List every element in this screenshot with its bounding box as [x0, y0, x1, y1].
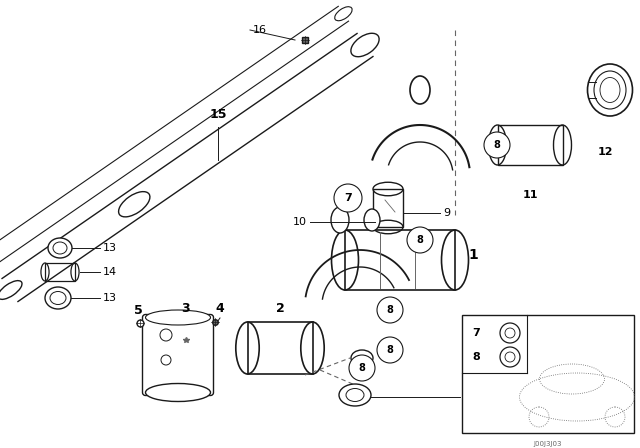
Ellipse shape: [588, 64, 632, 116]
Text: 15: 15: [209, 108, 227, 121]
Text: 3: 3: [180, 302, 189, 314]
Ellipse shape: [50, 292, 66, 305]
Text: 8: 8: [358, 363, 365, 373]
Bar: [497, 125, 563, 165]
Bar: [462, 315, 634, 433]
Text: 8: 8: [493, 140, 500, 150]
Ellipse shape: [145, 310, 211, 325]
Text: 12: 12: [597, 147, 612, 157]
Text: 6: 6: [463, 392, 470, 402]
Text: 8: 8: [387, 345, 394, 355]
Circle shape: [500, 347, 520, 367]
Circle shape: [407, 227, 433, 253]
Bar: [345, 230, 455, 290]
Ellipse shape: [351, 33, 379, 57]
Text: 7: 7: [344, 193, 352, 203]
Ellipse shape: [53, 242, 67, 254]
Bar: [45, 263, 75, 281]
Text: 8: 8: [472, 352, 480, 362]
Ellipse shape: [351, 350, 373, 366]
Text: 9: 9: [443, 208, 450, 218]
Bar: [373, 189, 403, 227]
Ellipse shape: [364, 209, 380, 231]
Text: J00J3J03: J00J3J03: [534, 441, 563, 447]
Ellipse shape: [145, 383, 211, 401]
Circle shape: [377, 297, 403, 323]
Text: 13: 13: [103, 293, 117, 303]
Text: 1: 1: [468, 248, 477, 262]
Text: 16: 16: [253, 25, 267, 35]
Text: 13: 13: [103, 243, 117, 253]
Ellipse shape: [410, 76, 430, 104]
Ellipse shape: [0, 280, 22, 299]
Ellipse shape: [118, 192, 150, 217]
Circle shape: [161, 355, 171, 365]
Circle shape: [505, 328, 515, 338]
Text: 2: 2: [276, 302, 284, 314]
Circle shape: [377, 337, 403, 363]
Ellipse shape: [48, 238, 72, 258]
Text: 7: 7: [472, 328, 480, 338]
Ellipse shape: [335, 7, 352, 21]
Text: 11: 11: [522, 190, 538, 200]
Circle shape: [349, 355, 375, 381]
Circle shape: [334, 184, 362, 212]
Circle shape: [160, 329, 172, 341]
Ellipse shape: [331, 207, 349, 233]
Text: 8: 8: [387, 305, 394, 315]
Text: 10: 10: [293, 217, 307, 227]
FancyBboxPatch shape: [143, 314, 214, 396]
Circle shape: [500, 323, 520, 343]
Circle shape: [484, 132, 510, 158]
Text: 8: 8: [417, 235, 424, 245]
Text: 14: 14: [103, 267, 117, 277]
Ellipse shape: [594, 71, 626, 109]
Ellipse shape: [45, 287, 71, 309]
Text: 5: 5: [134, 303, 142, 316]
Circle shape: [505, 352, 515, 362]
Text: 4: 4: [216, 302, 225, 314]
Ellipse shape: [600, 78, 620, 103]
Ellipse shape: [339, 384, 371, 406]
Bar: [248, 322, 312, 374]
Ellipse shape: [346, 388, 364, 401]
